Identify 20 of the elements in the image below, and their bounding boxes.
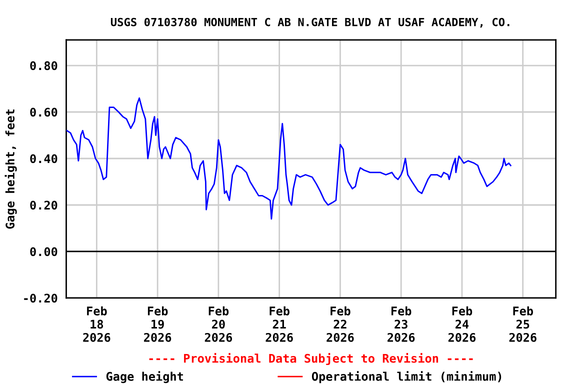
y-axis-title: Gage height, feet (4, 109, 17, 229)
y-tick-label: 0.00 (30, 247, 58, 256)
legend-label: Operational limit (minimum) (312, 371, 502, 384)
x-tick-label: Feb 24 2026 (448, 306, 476, 342)
legend-label: Gage height (106, 371, 183, 384)
x-tick-label: Feb 19 2026 (144, 306, 172, 342)
y-tick-label: 0.80 (30, 61, 58, 70)
x-tick-label: Feb 20 2026 (204, 306, 232, 342)
y-tick-label: 0.60 (30, 108, 58, 117)
line-series (66, 97, 512, 220)
x-tick-label: Feb 18 2026 (83, 306, 110, 342)
x-tick-label: Feb 23 2026 (388, 306, 415, 342)
x-tick-label: Feb 25 2026 (509, 306, 536, 342)
x-tick-label: Feb 22 2026 (326, 306, 354, 342)
y-tick-label: 0.20 (30, 200, 58, 210)
y-tick-label: 0.40 (30, 154, 58, 164)
y-tick-label: -0.20 (24, 294, 58, 303)
x-tick-label: Feb 21 2026 (266, 306, 293, 342)
text: ---- Provisional Data Subject to Revision ---- (149, 353, 473, 366)
chart-title: USGS 07103780 MONUMENT C AB N.GATE BLVD AT USAF ACADEMY, CO. (110, 18, 510, 28)
